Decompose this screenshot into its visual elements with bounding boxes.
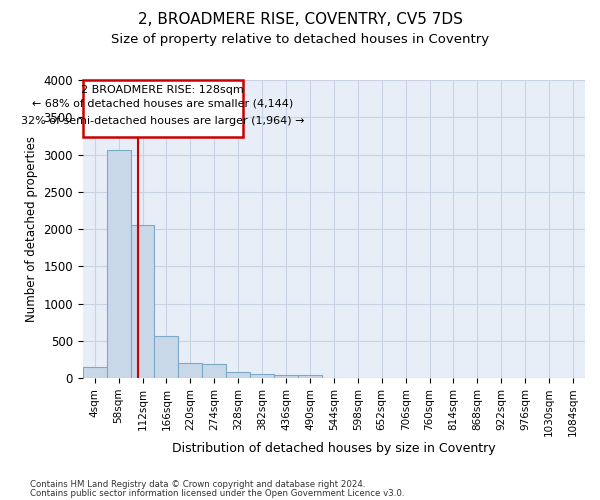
Bar: [250, 374, 274, 378]
Bar: [83, 367, 107, 378]
Text: Contains HM Land Registry data © Crown copyright and database right 2024.: Contains HM Land Registry data © Crown c…: [30, 480, 365, 489]
Bar: [202, 364, 226, 378]
Bar: [274, 375, 298, 378]
Bar: [178, 363, 202, 378]
Text: 2, BROADMERE RISE, COVENTRY, CV5 7DS: 2, BROADMERE RISE, COVENTRY, CV5 7DS: [137, 12, 463, 28]
Text: 32% of semi-detached houses are larger (1,964) →: 32% of semi-detached houses are larger (…: [21, 116, 304, 126]
X-axis label: Distribution of detached houses by size in Coventry: Distribution of detached houses by size …: [172, 442, 496, 455]
Text: 2 BROADMERE RISE: 128sqm: 2 BROADMERE RISE: 128sqm: [82, 84, 244, 94]
Bar: [154, 336, 178, 378]
Bar: [226, 372, 250, 378]
Text: Size of property relative to detached houses in Coventry: Size of property relative to detached ho…: [111, 32, 489, 46]
Y-axis label: Number of detached properties: Number of detached properties: [25, 136, 38, 322]
Text: Contains public sector information licensed under the Open Government Licence v3: Contains public sector information licen…: [30, 488, 404, 498]
Bar: [107, 150, 131, 378]
FancyBboxPatch shape: [83, 80, 242, 136]
Bar: [298, 376, 322, 378]
Bar: [131, 224, 154, 378]
Text: ← 68% of detached houses are smaller (4,144): ← 68% of detached houses are smaller (4,…: [32, 99, 293, 109]
